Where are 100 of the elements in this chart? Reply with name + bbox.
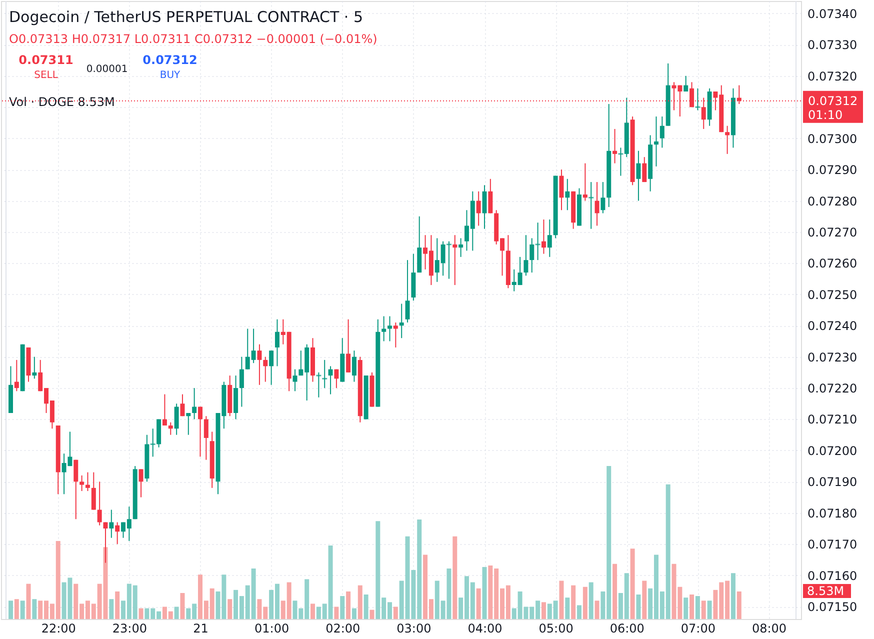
y-tick-label: 0.07330 [808,38,858,52]
bar [115,591,120,619]
candlestick [346,318,351,373]
y-tick-label: 0.07240 [808,319,858,334]
candlestick [322,359,328,389]
bar [8,600,13,619]
bar [701,600,706,619]
bar [684,598,688,619]
candlestick [541,218,546,254]
bar [32,599,37,619]
candlestick [488,178,493,214]
candlestick [559,169,564,211]
bar [310,604,316,619]
candlestick [612,128,618,164]
candlestick [180,394,185,417]
candlestick [192,388,197,420]
y-tick-label: 0.07270 [808,225,858,240]
x-tick-label: 08:00 [752,622,787,636]
candlestick [654,116,658,167]
x-tick-label: 22:00 [41,622,76,636]
ref-line-label: 0.07312 [808,94,858,108]
bar [582,586,588,619]
bar [588,582,594,619]
candlestick [660,116,664,148]
bar [180,592,185,619]
bar [476,588,481,619]
bar [571,585,576,619]
bar [452,536,458,619]
bar [358,585,362,619]
bar [26,584,31,619]
candlestick [547,218,552,258]
candlestick [109,509,114,538]
bar [577,605,582,619]
candlestick [636,150,641,202]
bar [346,591,351,619]
candlestick [588,182,594,230]
y-tick-label: 0.07260 [808,256,858,271]
candlestick [482,184,487,230]
bar [695,596,700,619]
bar [109,599,114,619]
x-tick-label: 04:00 [468,622,502,636]
candlestick [476,190,481,226]
candlestick [162,394,167,426]
candlestick [80,474,84,492]
candlestick [239,356,244,408]
candlestick [74,459,78,520]
x-tick-label: 06:00 [610,622,644,636]
x-tick-label: 02:00 [326,622,360,636]
bar [707,600,712,619]
candlestick [14,359,19,392]
text: 01:10 [808,108,843,122]
candlestick [565,178,570,211]
y-tick-label: 0.07170 [808,538,858,552]
bar [736,591,742,619]
candlestick [257,344,262,386]
y-tick-label: 0.07320 [808,69,858,84]
y-tick-label: 0.07160 [808,568,858,583]
x-tick-label: 03:00 [396,622,432,636]
bar [690,594,694,619]
annotation: Vol · DOGE 8.53M [9,95,115,109]
candlestick [600,182,606,214]
y-tick-label: 0.07230 [808,350,858,364]
candlestick [524,234,528,276]
candlestick [292,368,298,392]
bar [559,580,564,619]
bar [228,599,232,619]
y-tick-label: 0.07210 [808,412,858,427]
candlestick [405,260,410,323]
annotation: SELL [34,70,58,81]
candlestick [388,316,392,342]
bar [630,548,635,619]
candlestick [642,156,647,183]
candlestick [684,75,688,92]
candlestick [138,468,144,498]
candlestick [263,356,268,382]
annotation: 0.07311 [18,53,74,67]
candlestick [382,316,386,342]
candlestick [458,238,464,258]
annotation: 0.07312 [142,53,198,67]
y-tick-label: 0.07150 [808,600,858,614]
bar [334,606,339,619]
candlestick [97,481,102,526]
bar [594,600,600,619]
candlestick [328,366,333,395]
candlestick [274,318,280,367]
candlestick [334,368,339,389]
candlestick [115,522,120,545]
y-tick-label: 0.07300 [808,132,858,146]
y-tick-label: 0.07220 [808,382,858,396]
bar [730,573,736,619]
candlestick [168,422,173,436]
bar [393,606,398,619]
candlestick [269,350,274,386]
bar [642,580,647,619]
candlestick [725,125,730,154]
bar [636,594,641,619]
candlestick [198,406,202,458]
x-tick-label: 01:00 [254,622,290,636]
candlestick [204,416,208,460]
candlestick [32,356,37,380]
